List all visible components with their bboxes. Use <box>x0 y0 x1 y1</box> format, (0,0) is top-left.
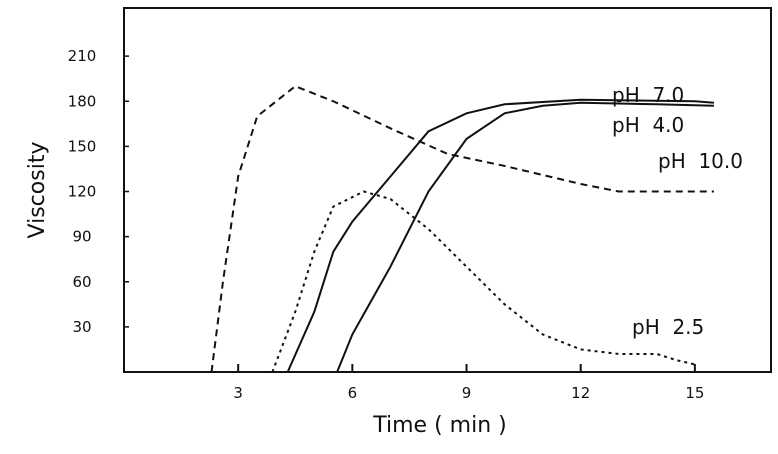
line-series <box>286 98 714 373</box>
x-tick-label: 3 <box>233 384 243 402</box>
y-tick-label: 60 <box>72 273 91 291</box>
series-label: pH 10.0 <box>658 149 743 173</box>
y-tick-label: 90 <box>72 228 91 246</box>
line-series <box>271 190 696 373</box>
x-tick-label: 12 <box>571 384 590 402</box>
x-tick-label: 15 <box>685 384 704 402</box>
y-tick-label: 180 <box>68 92 97 110</box>
y-tick-label: 30 <box>72 318 91 336</box>
y-tick-label: 210 <box>68 47 97 65</box>
x-tick-label: 9 <box>462 384 472 402</box>
plot-frame <box>123 7 772 373</box>
x-tick-label: 6 <box>348 384 358 402</box>
line-series <box>336 101 714 373</box>
series-label: pH 2.5 <box>632 315 704 339</box>
series-label: pH 4.0 <box>612 113 684 137</box>
y-tick-label: 120 <box>68 183 97 201</box>
y-tick-label: 150 <box>68 137 97 155</box>
line-series <box>210 85 714 373</box>
x-axis-label: Time ( min ) <box>372 413 506 438</box>
y-axis-label: Viscosity <box>25 142 50 239</box>
